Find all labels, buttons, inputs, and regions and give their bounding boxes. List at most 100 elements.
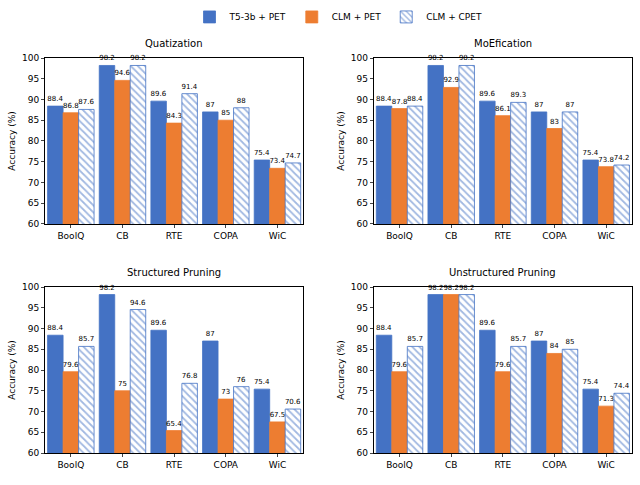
svg-text:80: 80 [356,136,368,146]
svg-text:WiC: WiC [597,460,615,470]
svg-text:84.3: 84.3 [166,112,182,120]
svg-text:85: 85 [221,109,230,117]
svg-text:95: 95 [356,74,367,84]
svg-text:Accuracy (%): Accuracy (%) [336,340,346,400]
svg-text:71.3: 71.3 [598,395,614,403]
svg-text:COPA: COPA [214,231,239,241]
svg-text:BoolQ: BoolQ [386,460,413,470]
svg-text:BoolQ: BoolQ [57,460,84,470]
svg-text:65: 65 [356,198,367,208]
svg-text:80: 80 [28,136,40,146]
svg-text:90: 90 [28,95,40,105]
svg-text:92.9: 92.9 [443,76,459,84]
svg-text:88: 88 [237,97,246,105]
svg-text:CB: CB [116,460,128,470]
svg-text:90: 90 [28,324,40,334]
svg-text:87: 87 [206,101,215,109]
svg-text:60: 60 [28,448,40,458]
svg-text:COPA: COPA [214,460,239,470]
svg-text:COPA: COPA [542,460,567,470]
svg-text:94.6: 94.6 [130,299,146,307]
svg-text:85.7: 85.7 [511,335,527,343]
svg-text:73: 73 [221,388,230,396]
svg-text:74.4: 74.4 [614,382,630,390]
svg-text:88.4: 88.4 [376,95,392,103]
svg-text:89.6: 89.6 [151,90,167,98]
svg-text:80: 80 [356,365,368,375]
svg-text:76: 76 [237,376,246,384]
svg-text:74.7: 74.7 [285,152,301,160]
svg-text:BoolQ: BoolQ [386,231,413,241]
svg-text:CB: CB [445,460,457,470]
svg-text:70: 70 [356,407,368,417]
svg-text:98.2: 98.2 [99,54,115,62]
svg-text:87: 87 [566,101,575,109]
svg-text:65: 65 [28,427,39,437]
svg-text:85: 85 [356,115,367,125]
svg-text:88.4: 88.4 [47,324,63,332]
svg-text:100: 100 [22,282,39,292]
svg-text:Quatization: Quatization [145,38,203,49]
svg-text:98.2: 98.2 [428,54,444,62]
svg-text:74.2: 74.2 [614,154,630,162]
svg-text:86.1: 86.1 [495,105,511,113]
svg-text:98.2: 98.2 [443,284,459,292]
svg-text:75.4: 75.4 [254,149,270,157]
svg-text:65: 65 [356,427,367,437]
svg-text:COPA: COPA [542,231,567,241]
svg-text:CLM + PET: CLM + PET [332,12,381,22]
svg-text:75.4: 75.4 [254,378,270,386]
svg-text:75: 75 [28,386,39,396]
svg-text:95: 95 [28,303,39,313]
svg-text:75: 75 [356,386,367,396]
svg-text:85.7: 85.7 [407,335,423,343]
svg-text:98.2: 98.2 [130,54,146,62]
svg-text:90: 90 [356,95,368,105]
svg-text:Unstructured Pruning: Unstructured Pruning [449,267,556,278]
svg-text:98.2: 98.2 [459,284,475,292]
svg-text:89.6: 89.6 [479,319,495,327]
svg-text:85: 85 [28,115,39,125]
svg-text:73.8: 73.8 [598,156,614,164]
svg-text:73.4: 73.4 [269,157,285,165]
svg-text:79.6: 79.6 [391,361,407,369]
svg-text:98.2: 98.2 [428,284,444,292]
svg-text:75: 75 [118,380,127,388]
svg-text:WiC: WiC [269,460,287,470]
svg-text:89.6: 89.6 [479,90,495,98]
svg-text:70: 70 [28,178,40,188]
svg-text:WiC: WiC [269,231,287,241]
svg-text:70: 70 [28,407,40,417]
svg-text:RTE: RTE [494,231,511,241]
svg-text:75: 75 [356,157,367,167]
svg-text:83: 83 [550,118,559,126]
svg-text:65.4: 65.4 [166,420,182,428]
svg-text:87.6: 87.6 [78,98,94,106]
svg-text:MoEfication: MoEfication [474,38,532,49]
svg-text:85: 85 [566,338,575,346]
svg-text:95: 95 [356,303,367,313]
svg-text:87: 87 [535,101,544,109]
svg-text:60: 60 [356,219,368,229]
svg-text:Structured Pruning: Structured Pruning [127,267,221,278]
svg-text:70: 70 [356,178,368,188]
svg-text:89.3: 89.3 [511,91,527,99]
svg-text:84: 84 [550,342,559,350]
svg-text:75.4: 75.4 [583,149,599,157]
svg-text:91.4: 91.4 [182,83,198,91]
svg-text:85.7: 85.7 [79,335,95,343]
svg-text:75: 75 [28,157,39,167]
svg-text:98.2: 98.2 [459,54,475,62]
svg-text:88.4: 88.4 [47,95,63,103]
svg-text:94.6: 94.6 [114,69,130,77]
svg-text:88.4: 88.4 [407,95,423,103]
svg-text:67.5: 67.5 [270,411,286,419]
svg-text:89.6: 89.6 [151,319,167,327]
svg-text:80: 80 [28,365,40,375]
svg-text:85: 85 [356,344,367,354]
svg-text:79.6: 79.6 [495,361,511,369]
svg-text:79.6: 79.6 [63,361,79,369]
svg-text:Accuracy (%): Accuracy (%) [7,111,17,171]
svg-text:87: 87 [206,330,215,338]
svg-text:100: 100 [22,53,39,63]
